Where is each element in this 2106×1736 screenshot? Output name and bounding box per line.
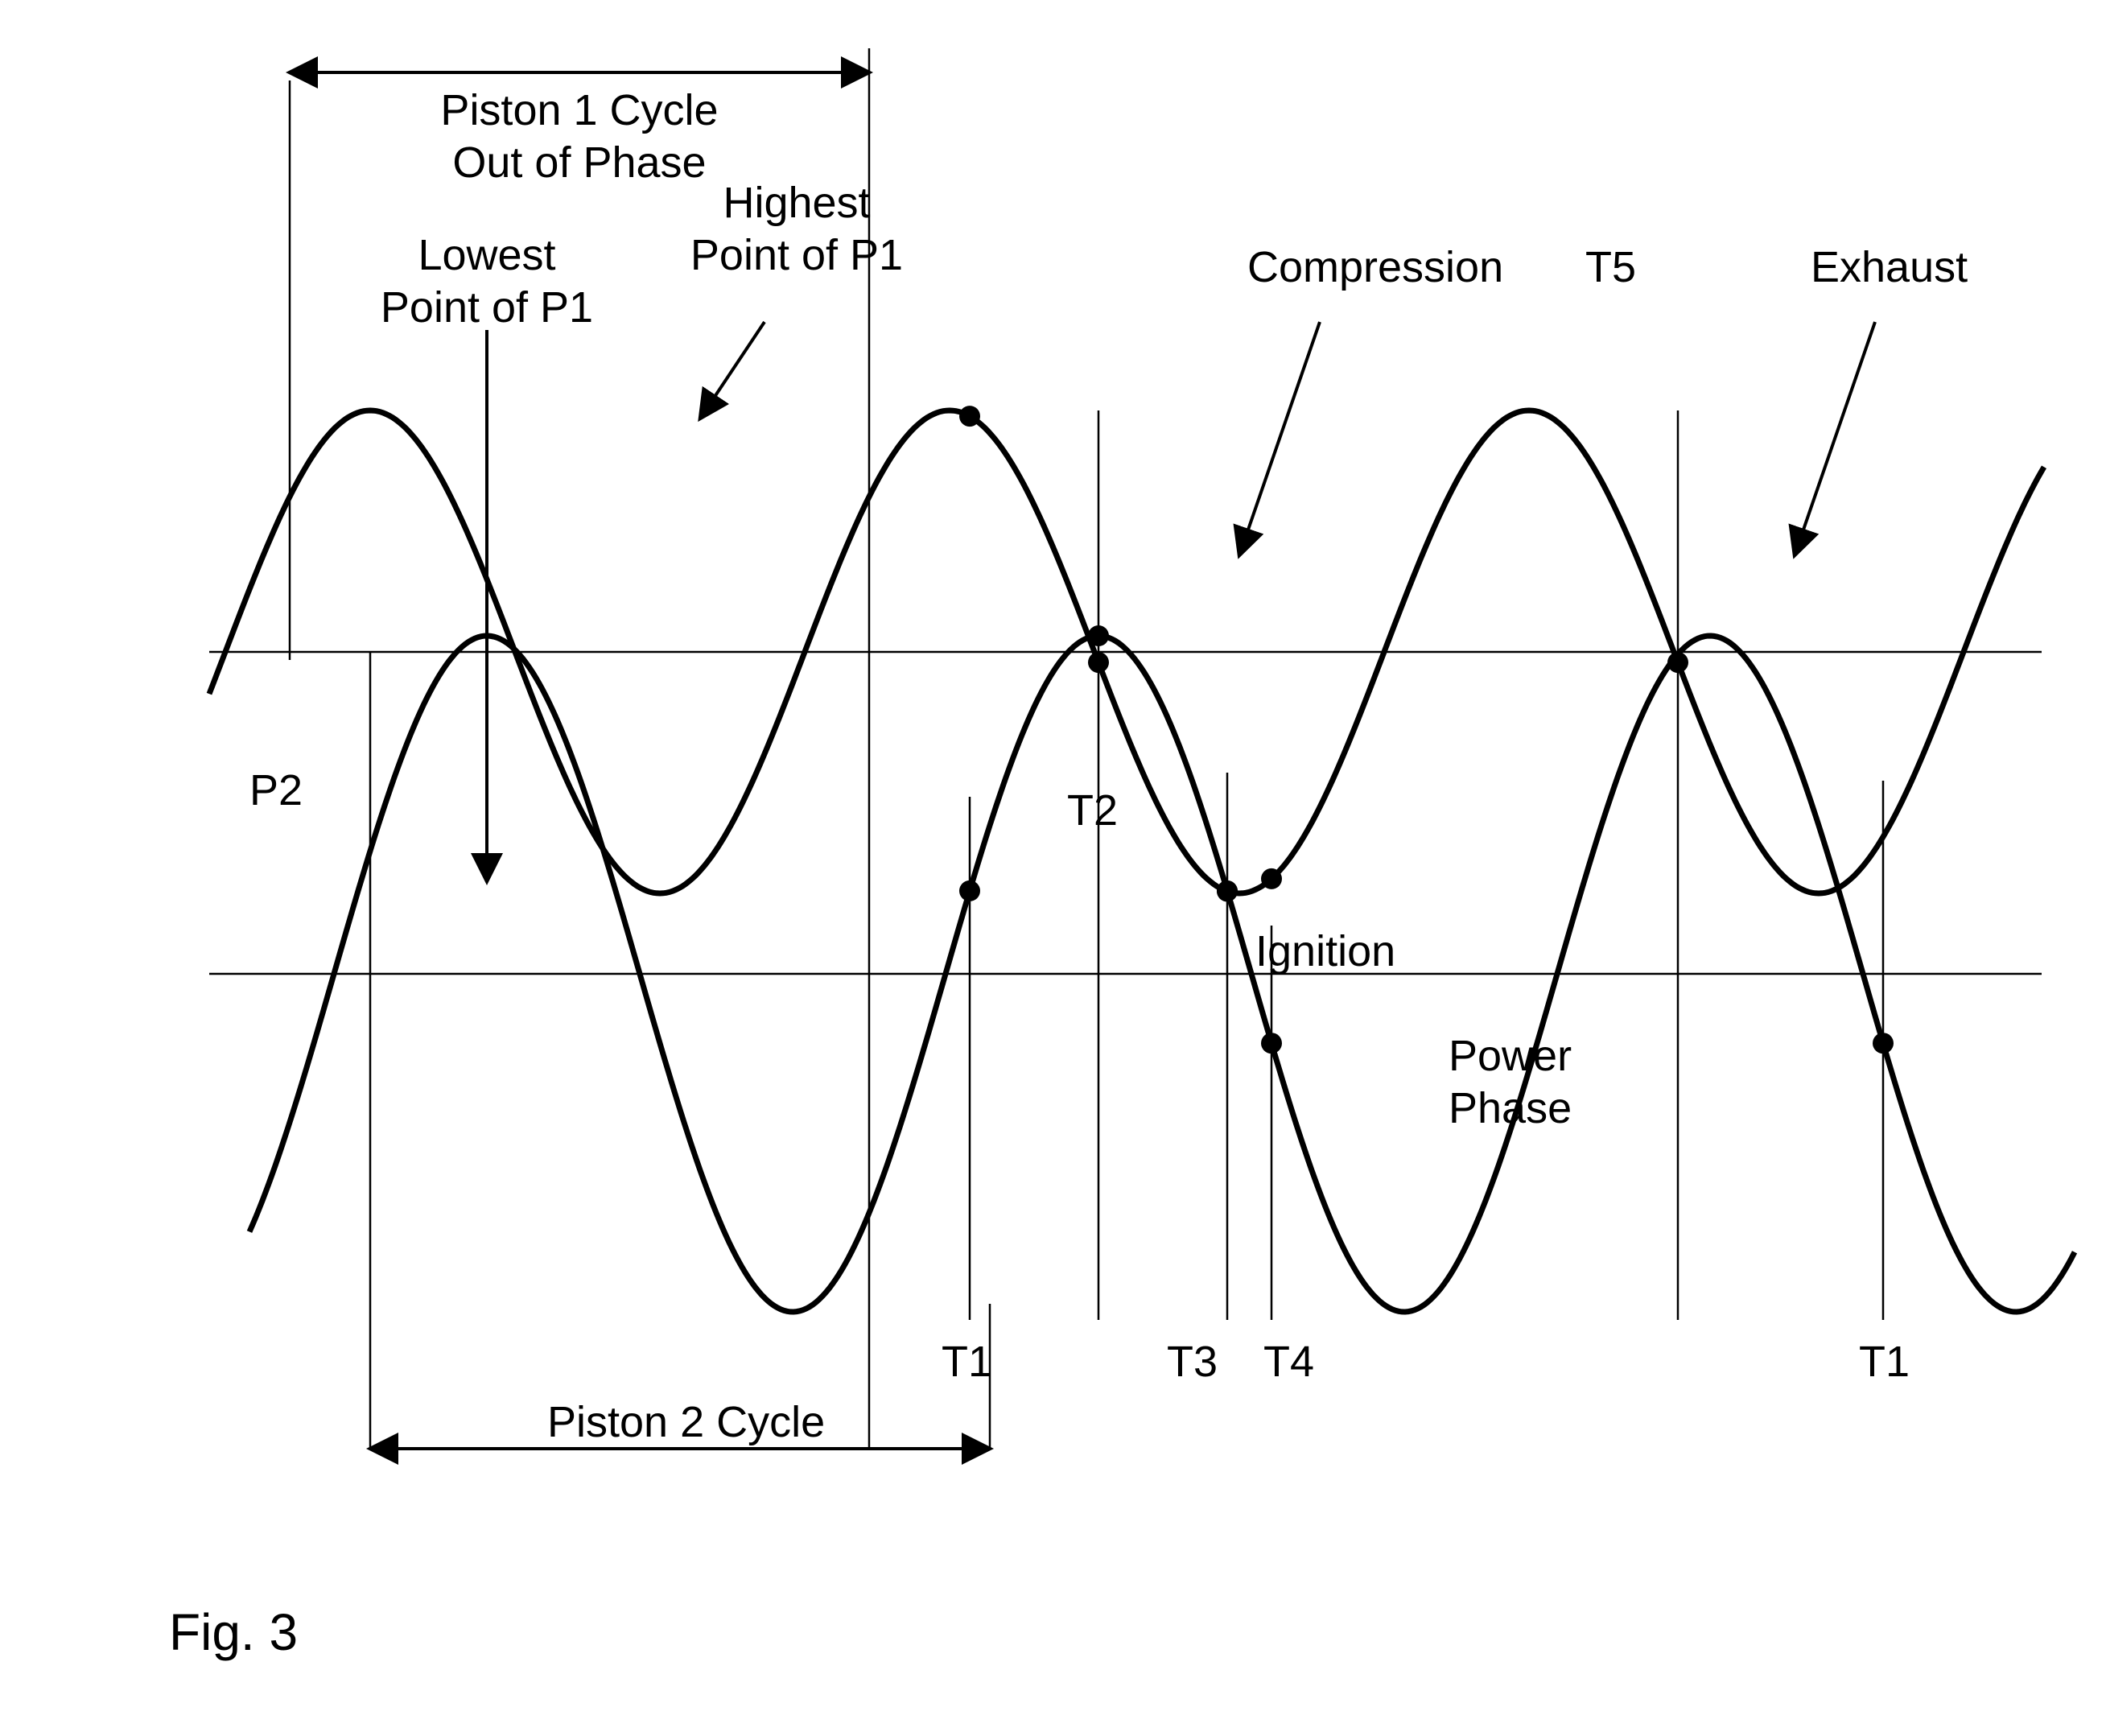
- compression-arrow: [1239, 322, 1320, 555]
- intersection-dot-2: [1088, 652, 1109, 673]
- lowest-p1-label: Lowest Point of P1: [362, 229, 612, 334]
- figure-svg: [0, 0, 2106, 1736]
- exhaust-label: Exhaust: [1811, 241, 1968, 294]
- compression-label: Compression: [1247, 241, 1503, 294]
- intersection-dot-8: [1667, 652, 1688, 673]
- highest-p1-arrow: [700, 322, 765, 419]
- t4-label: T4: [1263, 1336, 1314, 1388]
- piston2-cycle-label: Piston 2 Cycle: [547, 1396, 825, 1449]
- highest-p1-line1: Highest: [676, 177, 917, 229]
- piston1-cycle-line1: Piston 1 Cycle: [435, 85, 724, 137]
- highest-p1-line2: Point of P1: [676, 229, 917, 282]
- intersection-dot-0: [959, 406, 980, 427]
- t3-label: T3: [1167, 1336, 1218, 1388]
- figure-label: Fig. 3: [169, 1602, 298, 1664]
- power-phase-label: Power Phase: [1449, 1030, 1572, 1135]
- t2-label: T2: [1067, 785, 1118, 837]
- exhaust-arrow: [1795, 322, 1875, 555]
- power-line2: Phase: [1449, 1082, 1572, 1135]
- lowest-p1-line2: Point of P1: [362, 282, 612, 334]
- figure-container: Piston 1 Cycle Out of Phase Lowest Point…: [0, 0, 2106, 1736]
- t1-left-label: T1: [942, 1336, 992, 1388]
- intersection-dot-7: [1261, 1033, 1282, 1054]
- intersection-dot-1: [959, 880, 980, 901]
- power-line1: Power: [1449, 1030, 1572, 1082]
- highest-p1-label: Highest Point of P1: [676, 177, 917, 282]
- intersection-dot-5: [1217, 880, 1238, 901]
- piston1-cycle-label: Piston 1 Cycle Out of Phase: [435, 85, 724, 189]
- lowest-p1-line1: Lowest: [362, 229, 612, 282]
- p2-label: P2: [249, 765, 303, 817]
- intersection-dot-3: [1088, 625, 1109, 646]
- t5-label: T5: [1585, 241, 1636, 294]
- ignition-label: Ignition: [1255, 926, 1395, 978]
- t1-right-label: T1: [1859, 1336, 1910, 1388]
- intersection-dot-6: [1261, 868, 1282, 889]
- intersection-dot-9: [1873, 1033, 1894, 1054]
